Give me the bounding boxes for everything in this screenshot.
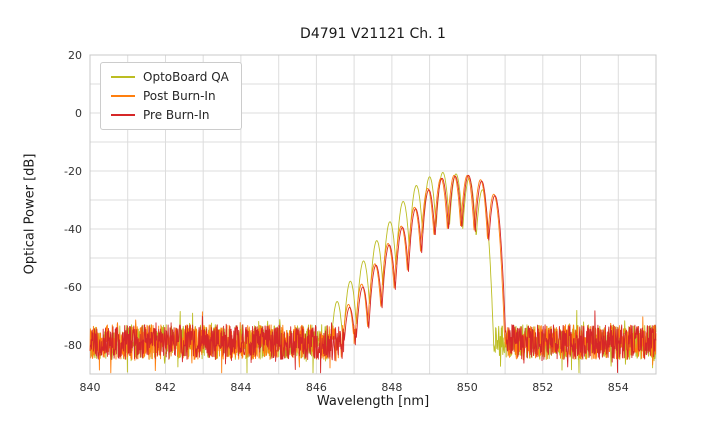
- y-axis-label: Optical Power [dB]: [22, 153, 38, 275]
- gridlines: [89, 54, 657, 375]
- svg-text:844: 844: [230, 381, 251, 394]
- legend-label: Pre Burn-In: [143, 108, 210, 122]
- svg-text:840: 840: [80, 381, 101, 394]
- x-tick-labels: 840 842 844 846 848 850 852 854: [80, 381, 629, 394]
- y-tick-labels: 20 0 -20 -40 -60 -80: [64, 49, 82, 352]
- svg-text:20: 20: [68, 49, 82, 62]
- series-line-pre-burn-in: [89, 174, 657, 374]
- plot-border: [89, 54, 657, 375]
- svg-text:-20: -20: [64, 165, 82, 178]
- svg-text:850: 850: [457, 381, 478, 394]
- x-axis-label: Wavelength [nm]: [316, 394, 430, 409]
- legend-line-swatch: [111, 95, 135, 97]
- svg-text:842: 842: [155, 381, 176, 394]
- legend: OptoBoard QA Post Burn-In Pre Burn-In: [100, 62, 242, 130]
- svg-text:846: 846: [306, 381, 327, 394]
- legend-label: OptoBoard QA: [143, 70, 229, 84]
- legend-line-swatch: [111, 114, 135, 116]
- legend-item-pre-burn-in: Pre Burn-In: [111, 108, 229, 122]
- svg-text:848: 848: [381, 381, 402, 394]
- chart-title: D4791 V21121 Ch. 1: [300, 26, 446, 42]
- svg-text:-80: -80: [64, 339, 82, 352]
- legend-label: Post Burn-In: [143, 89, 216, 103]
- legend-item-post-burn-in: Post Burn-In: [111, 89, 229, 103]
- svg-text:-40: -40: [64, 223, 82, 236]
- svg-text:852: 852: [532, 381, 553, 394]
- legend-item-optoboard-qa: OptoBoard QA: [111, 70, 229, 84]
- legend-line-swatch: [111, 76, 135, 78]
- svg-text:0: 0: [75, 107, 82, 120]
- svg-text:-60: -60: [64, 281, 82, 294]
- svg-text:854: 854: [608, 381, 629, 394]
